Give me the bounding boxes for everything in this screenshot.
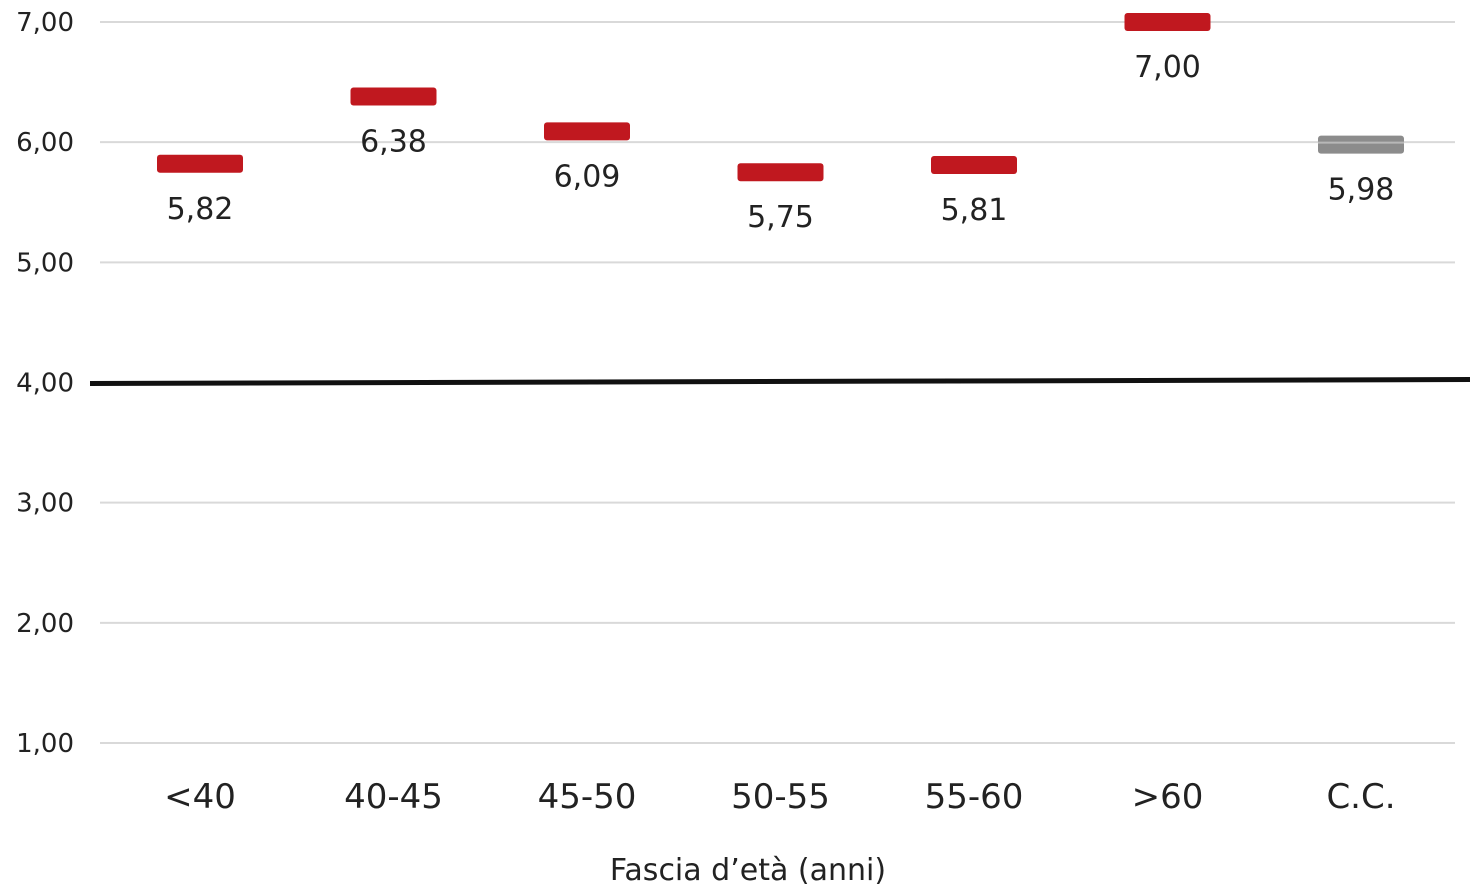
data-marks bbox=[157, 13, 1404, 182]
data-label: 6,38 bbox=[360, 125, 427, 160]
data-point-marker bbox=[931, 155, 1017, 174]
data-label: 5,81 bbox=[941, 193, 1008, 228]
data-point-marker bbox=[350, 87, 437, 106]
data-point-marker bbox=[1124, 13, 1211, 31]
y-tick-label: 3,00 bbox=[16, 489, 74, 519]
x-category-label: C.C. bbox=[1326, 777, 1395, 817]
data-point-marker bbox=[737, 163, 824, 182]
grid-layer bbox=[100, 21, 1455, 744]
data-point-marker bbox=[157, 154, 243, 173]
data-labels: 5,82 6,38 6,09 5,75 5,81 7,00 5,98 bbox=[167, 50, 1395, 235]
data-point-marker bbox=[544, 122, 630, 141]
data-label: 5,75 bbox=[747, 200, 814, 235]
data-label: 5,82 bbox=[167, 192, 234, 227]
x-category-label: >60 bbox=[1132, 777, 1204, 817]
y-tick-label: 2,00 bbox=[16, 609, 74, 639]
x-category-label: <40 bbox=[164, 777, 236, 817]
data-label: 7,00 bbox=[1134, 50, 1201, 85]
y-tick-label: 4,00 bbox=[16, 369, 74, 399]
y-tick-label: 6,00 bbox=[16, 128, 74, 158]
x-category-label: 55-60 bbox=[925, 777, 1024, 817]
x-axis-title: Fascia d’età (anni) bbox=[610, 853, 886, 887]
y-tick-label: 5,00 bbox=[16, 248, 74, 278]
y-tick-label: 1,00 bbox=[16, 729, 74, 759]
y-axis: 1,00 2,00 3,00 4,00 5,00 6,00 7,00 bbox=[16, 8, 74, 759]
x-category-label: 50-55 bbox=[731, 777, 830, 817]
data-label: 5,98 bbox=[1328, 173, 1395, 208]
x-axis: <40 40-45 45-50 50-55 55-60 >60 C.C. bbox=[164, 777, 1395, 817]
reference-line bbox=[89, 377, 1470, 386]
y-tick-label: 7,00 bbox=[16, 8, 74, 38]
x-category-label: 45-50 bbox=[538, 777, 637, 817]
data-point-marker bbox=[1318, 135, 1404, 154]
data-label: 6,09 bbox=[554, 159, 621, 194]
x-category-label: 40-45 bbox=[344, 777, 443, 817]
